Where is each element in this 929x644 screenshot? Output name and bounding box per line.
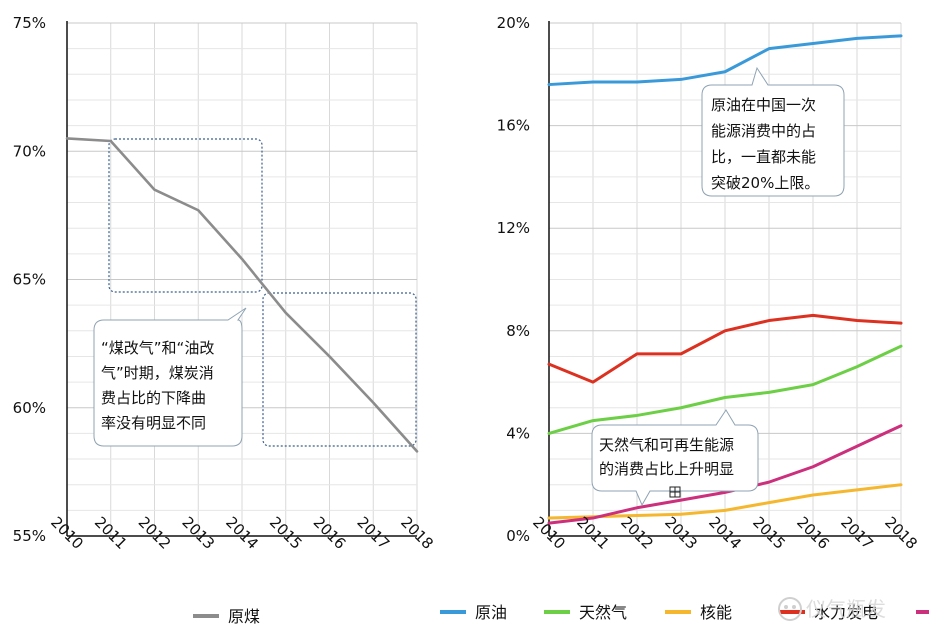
legend-label: 天然气 [579,603,627,622]
callout-line: 原油在中国一次 [711,96,816,114]
left-axes [66,21,417,537]
left-y-tick-labels: 55% 60% 65% 70% 75% [13,14,46,545]
crosshair-icon [669,486,681,498]
series-line-1 [547,344,903,435]
right-x-tick-labels: 2010 2011 2012 2013 2014 2015 2016 2017 2018 [529,513,921,553]
callout-line: 气”时期，煤炭消 [101,364,214,382]
y-tick-label: 8% [506,322,530,340]
right-callout-oil-text: 原油在中国一次能源消费中的占比，一直都未能突破20%上限。 [711,96,819,192]
series-line-0 [65,137,419,453]
right-chart: 0% 4% 8% 12% 16% 20% 2010 2011 2012 2013 2014 2015… [440,14,929,622]
callout-line: 能源消费中的占 [711,122,816,140]
x-tick-label: 2018 [397,513,437,553]
callout-line: 费占比的下降曲 [101,389,206,407]
x-tick-label: 2011 [91,513,131,553]
right-series [547,34,903,525]
callout-line: 天然气和可再生能源 [599,436,734,454]
x-tick-label: 2016 [793,513,833,553]
legend-label: 核能 [700,603,732,622]
x-tick-label: 2015 [266,513,306,553]
x-tick-label: 2013 [661,513,701,553]
y-tick-label: 20% [497,14,530,32]
x-tick-label: 2011 [573,513,613,553]
y-tick-label: 55% [13,527,46,545]
series-line-3 [547,313,903,384]
right-callout-oil: 原油在中国一次能源消费中的占比，一直都未能突破20%上限。 [701,66,845,197]
x-tick-label: 2015 [749,513,789,553]
callout-line: 突破20%上限。 [711,174,819,192]
dotted-box-upper [108,138,263,293]
left-series [65,137,419,453]
series-line-4 [547,424,903,525]
x-tick-label: 2013 [178,513,218,553]
watermark: 仪气瓶发 [778,597,886,621]
left-chart: 55% 60% 65% 70% 75% 2010 2011 2012 2013 2014 2015… [13,14,437,626]
x-tick-label: 2012 [617,513,657,553]
y-tick-label: 16% [497,117,530,135]
left-callout-text: “煤改气”和“油改气”时期，煤炭消费占比的下降曲率没有明显不同 [101,339,214,432]
y-tick-label: 12% [497,219,530,237]
series-line-0 [547,34,903,87]
watermark-text: 仪气瓶发 [806,597,886,621]
watermark-logo-icon [778,597,802,621]
y-tick-label: 65% [13,271,46,289]
right-y-tick-labels: 0% 4% 8% 12% 16% 20% [497,14,530,545]
x-tick-label: 2017 [353,513,393,553]
y-tick-label: 75% [13,14,46,32]
y-tick-label: 70% [13,142,46,160]
callout-line: “煤改气”和“油改 [101,339,214,357]
legend-label: 原油 [475,603,507,622]
x-tick-label: 2014 [705,513,745,553]
left-dotted-boxes [108,138,417,447]
right-legend: 原油天然气核能水力发电再生能源 [440,603,929,622]
dotted-box-lower [262,292,417,447]
right-callout-oil-bubble [701,66,845,197]
right-callout-gas: 天然气和可再生能源的消费占比上升明显 [591,409,759,507]
right-callout-gas-bubble [591,409,759,507]
left-x-tick-labels: 2010 2011 2012 2013 2014 2015 2016 2017 2018 [47,513,437,553]
x-tick-label: 2012 [135,513,175,553]
x-tick-label: 2014 [222,513,262,553]
callout-line: 比，一直都未能 [711,148,816,166]
left-horizontal-grid [67,22,417,537]
y-tick-label: 60% [13,399,46,417]
x-tick-label: 2016 [310,513,350,553]
legend-label: 原煤 [228,607,260,626]
x-tick-label: 2010 [47,513,87,553]
callout-line: 的消费占比上升明显 [599,460,734,478]
y-tick-label: 4% [506,424,530,442]
x-tick-label: 2018 [881,513,921,553]
y-tick-label: 0% [506,527,530,545]
x-tick-label: 2017 [837,513,877,553]
legend-label: 水力发电 [814,603,878,622]
left-callout-bubble [93,307,247,447]
right-axes [548,21,901,537]
left-callout: “煤改气”和“油改气”时期，煤炭消费占比的下降曲率没有明显不同 [93,307,247,447]
left-legend: 原煤 [193,607,260,626]
right-callout-gas-text: 天然气和可再生能源的消费占比上升明显 [599,436,734,478]
callout-line: 率没有明显不同 [101,414,206,432]
series-line-2 [547,483,903,520]
